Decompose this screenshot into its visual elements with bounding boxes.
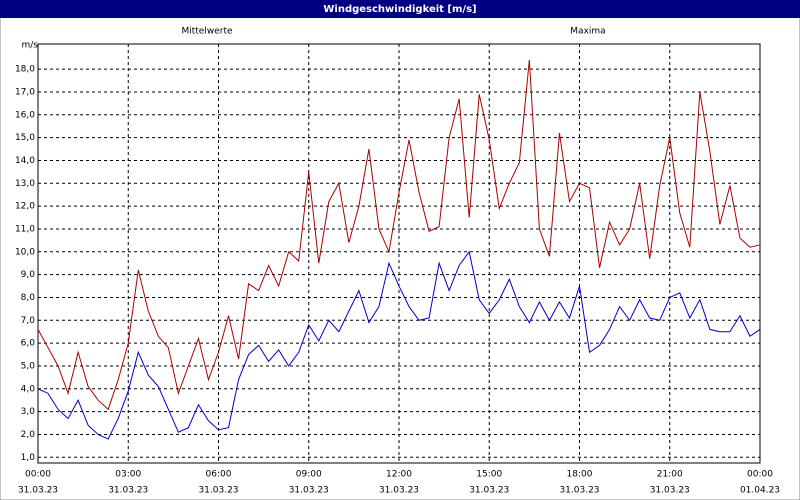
- y-tick-label: 13,0: [15, 179, 35, 189]
- y-tick-label: 1,0: [21, 453, 36, 463]
- y-tick-label: 15,0: [15, 133, 35, 143]
- y-tick-label: 11,0: [15, 224, 35, 234]
- legend-entry: Mittelwerte: [181, 27, 232, 37]
- x-tick-label: 15:00: [476, 470, 502, 480]
- title-bar: [0, 0, 800, 18]
- legend-entry: Maxima: [570, 27, 605, 37]
- x-tick-date: 31.03.23: [289, 486, 329, 496]
- x-tick-date: 01.04.23: [740, 486, 780, 496]
- x-tick-date: 31.03.23: [559, 486, 599, 496]
- x-tick-label: 21:00: [657, 470, 683, 480]
- x-tick-date: 31.03.23: [650, 486, 690, 496]
- x-tick-label: 12:00: [386, 470, 412, 480]
- y-axis-label: m/s: [22, 41, 39, 51]
- x-tick-date: 31.03.23: [379, 486, 419, 496]
- x-tick-date: 31.03.23: [108, 486, 148, 496]
- y-tick-label: 5,0: [21, 361, 36, 371]
- x-tick-label: 18:00: [567, 470, 593, 480]
- y-tick-label: 4,0: [21, 384, 36, 394]
- x-tick-label: 09:00: [296, 470, 322, 480]
- x-tick-label: 06:00: [206, 470, 232, 480]
- y-tick-label: 14,0: [15, 156, 35, 166]
- y-tick-label: 18,0: [15, 65, 35, 75]
- y-tick-label: 12,0: [15, 202, 35, 212]
- x-tick-label: 03:00: [115, 470, 141, 480]
- y-tick-label: 17,0: [15, 87, 35, 97]
- y-tick-label: 8,0: [21, 293, 36, 303]
- y-tick-label: 16,0: [15, 110, 35, 120]
- x-tick-label: 00:00: [25, 470, 51, 480]
- y-tick-label: 10,0: [15, 247, 35, 257]
- y-tick-label: 9,0: [21, 270, 36, 280]
- y-tick-label: 7,0: [21, 316, 36, 326]
- x-tick-label: 00:00: [747, 470, 773, 480]
- x-tick-date: 31.03.23: [18, 486, 58, 496]
- x-tick-date: 31.03.23: [469, 486, 509, 496]
- x-tick-date: 31.03.23: [198, 486, 238, 496]
- y-tick-label: 2,0: [21, 430, 36, 440]
- y-tick-label: 6,0: [21, 339, 36, 349]
- series-line: [37, 250, 761, 440]
- chart-title: Windgeschwindigkeit [m/s]: [323, 4, 476, 15]
- y-tick-label: 3,0: [21, 407, 36, 417]
- series-line: [37, 59, 761, 411]
